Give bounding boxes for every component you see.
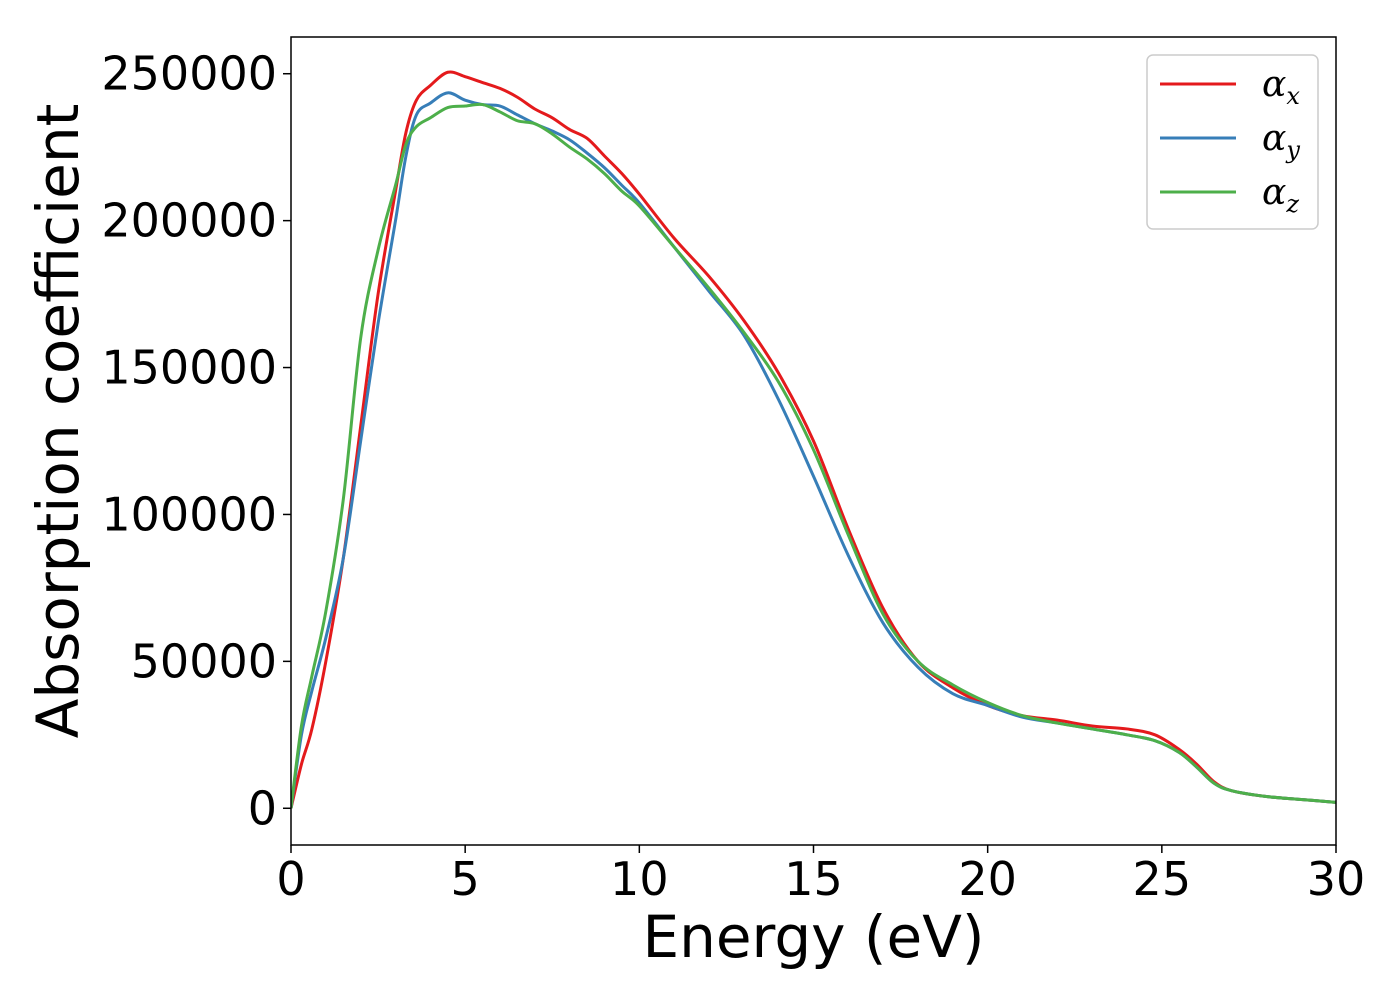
x-tick-label: 5 — [451, 852, 480, 906]
y-tick-label: 100000 — [101, 487, 277, 541]
y-tick-label: 50000 — [131, 634, 277, 688]
x-axis-title: Energy (eV) — [642, 903, 984, 971]
legend-box — [1146, 54, 1319, 230]
y-tick-label: 250000 — [101, 47, 277, 101]
legend-symbol: α — [1262, 64, 1286, 105]
x-tick-label: 15 — [784, 852, 843, 906]
x-tick-label: 20 — [958, 852, 1017, 906]
x-tick-label: 30 — [1307, 852, 1366, 906]
x-tick-label: 0 — [276, 852, 305, 906]
y-tick-label: 200000 — [101, 194, 277, 248]
series-line-z — [291, 102, 1336, 809]
x-tick-label: 10 — [610, 852, 669, 906]
legend-symbol: α — [1262, 172, 1286, 213]
y-tick-label: 150000 — [101, 341, 277, 395]
legend-subscript: z — [1285, 190, 1299, 218]
legend-label-z: αz — [1262, 172, 1299, 218]
y-tick-label: 0 — [248, 781, 277, 835]
legend-subscript: x — [1286, 82, 1300, 110]
legend-label-y: αy — [1262, 118, 1300, 164]
series-line-x — [291, 70, 1336, 809]
x-axis-ticks: 0 5 10 15 20 25 30 — [276, 845, 1365, 906]
x-tick-label: 25 — [1133, 852, 1192, 906]
series-layer — [291, 70, 1336, 809]
y-axis-title: Absorption coefficient — [24, 104, 92, 739]
y-axis-ticks: 0 50000 100000 150000 200000 250000 — [101, 47, 291, 835]
legend-symbol: α — [1262, 118, 1286, 159]
legend-label-x: αx — [1262, 64, 1300, 110]
legend-subscript: y — [1285, 136, 1300, 164]
